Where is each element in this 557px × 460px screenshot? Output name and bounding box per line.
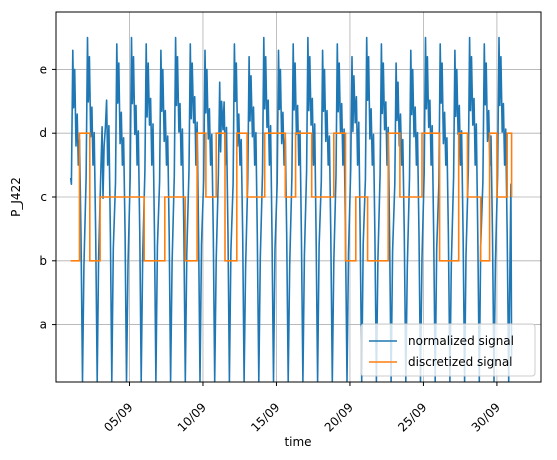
legend-label-discretized: discretized signal	[408, 355, 513, 369]
y-tick-label: a	[40, 318, 47, 332]
y-axis-ticks: a b c d e	[39, 62, 56, 332]
y-tick-label: e	[40, 62, 47, 76]
y-tick-label: d	[39, 126, 47, 140]
y-axis-label: P_J422	[9, 177, 23, 217]
legend-box	[360, 323, 536, 377]
legend-label-normalized: normalized signal	[408, 334, 514, 348]
legend: normalized signal discretized signal	[360, 323, 536, 377]
plot-series	[69, 36, 513, 382]
y-tick-label: b	[39, 254, 47, 268]
x-axis-label: time	[284, 435, 311, 449]
y-tick-label: c	[40, 190, 47, 204]
series-line-discretized	[70, 132, 513, 262]
